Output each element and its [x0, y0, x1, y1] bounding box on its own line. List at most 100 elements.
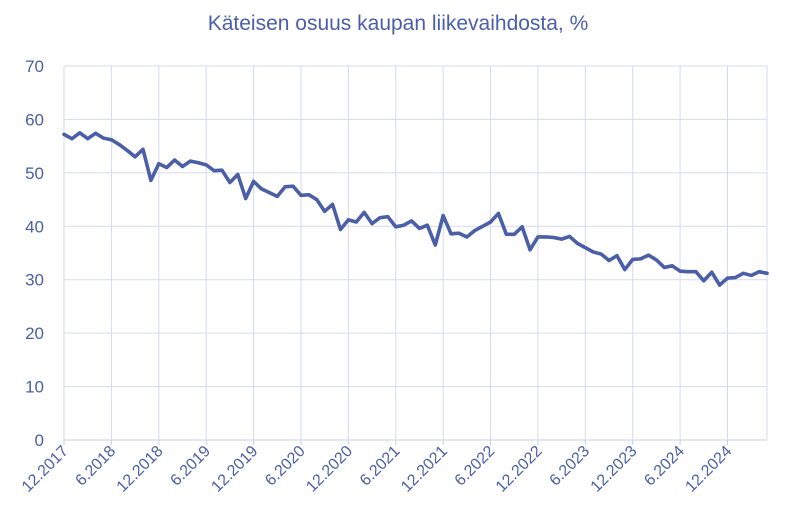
data-point: [330, 202, 335, 206]
data-point: [220, 168, 224, 172]
data-point: [496, 211, 501, 216]
data-point: [157, 162, 161, 166]
y-tick-label: 20: [25, 324, 44, 343]
data-point: [299, 193, 303, 197]
data-point: [670, 264, 674, 268]
data-point: [291, 184, 295, 188]
data-point: [725, 276, 730, 280]
y-tick-label: 30: [25, 271, 44, 290]
data-point: [528, 248, 532, 252]
data-point: [338, 227, 343, 232]
data-point: [433, 243, 437, 247]
y-tick-label: 0: [35, 431, 44, 450]
data-point: [315, 197, 319, 202]
data-point: [552, 235, 556, 240]
data-point: [78, 131, 82, 135]
data-point: [307, 193, 311, 197]
data-point: [607, 258, 611, 263]
data-point: [646, 253, 651, 257]
x-tick-label: 6.2018: [73, 443, 120, 490]
data-point: [654, 258, 659, 262]
data-point: [465, 235, 469, 239]
chart-title: Käteisen osuus kaupan liikevaihdosta, %: [208, 12, 589, 35]
data-point: [694, 270, 698, 274]
data-point: [165, 165, 169, 170]
series-layer: [62, 130, 769, 287]
data-point: [575, 241, 580, 245]
x-tick-label: 12.2020: [303, 443, 356, 496]
data-point: [757, 270, 761, 274]
data-point: [583, 246, 587, 250]
y-tick-label: 40: [25, 217, 44, 236]
data-point: [101, 136, 106, 140]
data-point: [488, 220, 493, 224]
data-point: [354, 220, 358, 224]
data-point: [196, 161, 200, 165]
data-point: [362, 210, 366, 214]
data-point: [512, 232, 516, 236]
series-line: [62, 130, 769, 287]
x-tick-label: 12.2024: [682, 443, 735, 496]
data-point: [733, 275, 738, 280]
data-point: [457, 231, 461, 235]
y-tick-label: 50: [25, 164, 44, 183]
data-point: [662, 265, 666, 270]
x-tick-label: 12.2021: [398, 443, 451, 496]
grid-layer: [63, 65, 768, 445]
data-point: [149, 178, 153, 182]
x-tick-label: 12.2017: [19, 443, 72, 496]
data-point: [62, 132, 66, 136]
data-point: [678, 269, 682, 273]
data-point: [244, 196, 248, 201]
y-tick-label: 60: [25, 110, 44, 129]
x-tick-label: 6.2022: [452, 443, 499, 490]
data-point: [228, 180, 232, 185]
data-point: [267, 191, 271, 195]
data-point: [710, 270, 714, 274]
data-point: [370, 222, 374, 226]
data-point: [481, 224, 485, 228]
data-point: [765, 271, 769, 275]
data-point: [591, 250, 595, 254]
data-point: [386, 215, 390, 219]
x-tick-label: 12.2019: [208, 443, 261, 496]
data-point: [236, 172, 240, 177]
data-point: [133, 155, 137, 159]
data-point: [686, 270, 690, 274]
x-tick-label: 12.2018: [114, 443, 167, 496]
data-point: [631, 257, 635, 262]
data-point: [749, 273, 753, 278]
data-point: [275, 194, 279, 198]
data-point: [402, 223, 406, 227]
data-point: [283, 185, 287, 189]
x-tick-label: 6.2019: [167, 443, 214, 490]
data-point: [536, 235, 540, 239]
data-point: [117, 142, 121, 147]
data-point: [441, 214, 445, 218]
data-point: [718, 283, 722, 287]
data-point: [504, 232, 508, 236]
data-point: [212, 169, 216, 173]
data-point: [567, 234, 572, 239]
data-point: [394, 225, 398, 229]
data-point: [109, 138, 113, 142]
y-tick-label: 10: [25, 378, 44, 397]
data-point: [623, 267, 627, 272]
data-point: [125, 148, 129, 153]
x-tick-label: 6.2023: [547, 443, 594, 490]
data-point: [702, 279, 706, 283]
y-axis-ticks: 0 10 20 30 40 50 60 70: [25, 57, 44, 450]
data-point: [251, 179, 256, 184]
x-tick-label: 6.2021: [357, 443, 404, 490]
data-point: [323, 209, 327, 213]
data-point: [449, 232, 453, 236]
data-point: [473, 228, 477, 233]
data-point: [615, 254, 619, 258]
data-point: [172, 158, 177, 162]
data-point: [639, 257, 643, 261]
x-tick-label: 6.2020: [262, 443, 309, 490]
data-point: [180, 164, 185, 169]
